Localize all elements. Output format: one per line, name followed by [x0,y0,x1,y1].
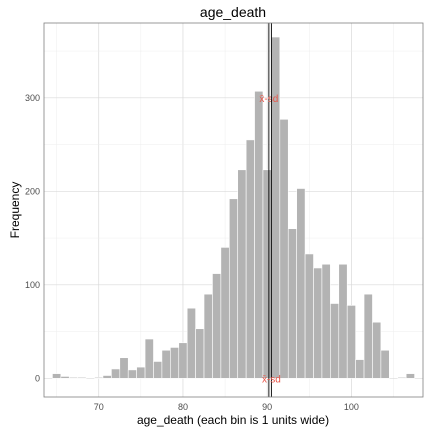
histogram-bar [170,347,180,379]
histogram-bar [304,253,314,379]
histogram-bar [220,247,230,379]
histogram-bar [363,293,373,379]
reference-line-label: x̄-sd [262,374,281,385]
histogram-bar [254,90,264,379]
histogram-bar [119,357,129,379]
histogram-bar [330,303,340,379]
histogram-bar [52,373,62,379]
histogram-bar [279,119,289,379]
histogram-bar [178,342,188,379]
histogram-bar [102,375,112,379]
histogram-bar [380,349,390,379]
histogram-bar [262,169,272,379]
histogram-bar [68,377,78,379]
histogram-bar [212,273,222,379]
histogram-bar [237,169,247,379]
chart-title: age_death [200,4,266,20]
histogram-bar [144,338,154,379]
histogram-bar [287,228,297,379]
histogram-bar [321,263,331,379]
histogram-bar [271,36,281,379]
histogram-bar [186,307,196,379]
x-tick-label: 90 [262,402,272,412]
histogram-bar [153,361,163,379]
x-tick-label: 80 [178,402,188,412]
histogram-bar [127,369,137,379]
histogram-bar [203,293,213,379]
x-axis-title: age_death (each bin is 1 units wide) [137,413,329,427]
histogram-bar [397,377,407,379]
y-tick-label: 300 [25,93,40,103]
histogram-bar [405,373,415,379]
histogram-bar [77,377,87,379]
histogram-bar [372,321,382,379]
histogram-bar [195,328,205,379]
x-tick-label: 100 [344,402,359,412]
y-axis-ticks: 0 100 200 300 [25,93,40,383]
x-axis-ticks: 70 80 90 100 [94,402,359,412]
histogram-bar [136,366,146,379]
histogram-bar [338,263,348,379]
y-axis-title: Frequency [8,182,22,239]
y-tick-label: 200 [25,186,40,196]
histogram-bar [60,376,70,379]
y-tick-label: 0 [35,373,40,383]
histogram-bar [355,359,365,379]
reference-line-label: x̄-sd [259,94,278,105]
histogram-bar [94,377,104,379]
histogram-bar [296,188,306,379]
histogram-bar [111,368,121,379]
histogram-bar [346,305,356,379]
reference-lines: x̄-sd x̄-sd [259,23,281,397]
histogram-bar [228,198,239,379]
histogram-bar [245,139,255,379]
y-tick-label: 100 [25,280,40,290]
histogram-bar [161,349,171,379]
x-tick-label: 70 [94,402,104,412]
plot-panel [43,22,424,398]
histogram-bar [313,267,323,379]
histogram-bars [52,36,415,379]
